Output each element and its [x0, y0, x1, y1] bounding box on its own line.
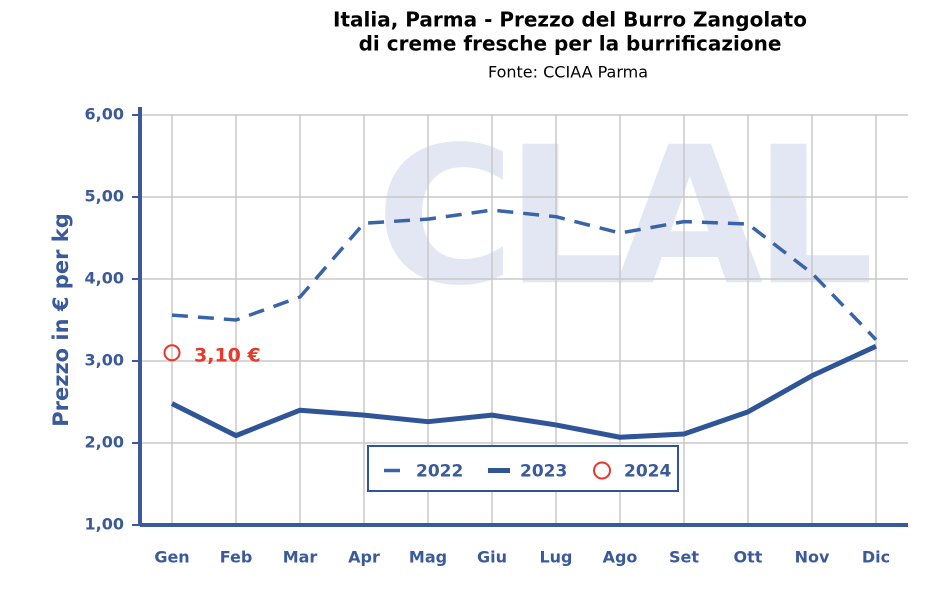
legend-label: 2023 — [520, 462, 567, 482]
y-tick-label: 2,00 — [85, 433, 124, 452]
chart-title: di creme fresche per la burrificazione — [359, 32, 782, 56]
x-tick-label: Nov — [795, 548, 830, 567]
y-axis-label: Prezzo in € per kg — [49, 213, 73, 427]
y-tick-label: 6,00 — [85, 105, 124, 124]
y-tick-label: 1,00 — [85, 515, 124, 534]
watermark: CLAL — [376, 106, 870, 327]
chart-title: Italia, Parma - Prezzo del Burro Zangola… — [333, 8, 807, 32]
legend-box — [367, 445, 679, 492]
x-tick-label: Dic — [862, 548, 890, 567]
legend-label: 2024 — [624, 462, 671, 482]
legend-marker — [593, 461, 611, 480]
y-tick-label: 4,00 — [85, 269, 124, 288]
y-tick-label: 3,00 — [85, 351, 124, 370]
x-tick-label: Gen — [154, 548, 189, 567]
legend-label: 2022 — [416, 462, 463, 482]
x-tick-label: Mar — [283, 548, 318, 567]
chart-subtitle: Fonte: CCIAA Parma — [488, 63, 648, 82]
x-tick-label: Feb — [220, 548, 253, 567]
x-tick-label: Ott — [734, 548, 763, 567]
x-tick-label: Giu — [477, 548, 507, 567]
data-label: 3,10 € — [194, 344, 261, 366]
line-dashed — [171, 208, 878, 341]
x-tick-label: Apr — [348, 548, 380, 567]
x-tick-label: Ago — [603, 548, 638, 567]
x-tick-label: Lug — [539, 548, 572, 567]
line-solid — [170, 343, 878, 440]
y-tick-label: 5,00 — [85, 187, 124, 206]
point — [163, 344, 181, 362]
x-tick-label: Set — [669, 548, 699, 567]
x-tick-label: Mag — [409, 548, 447, 567]
